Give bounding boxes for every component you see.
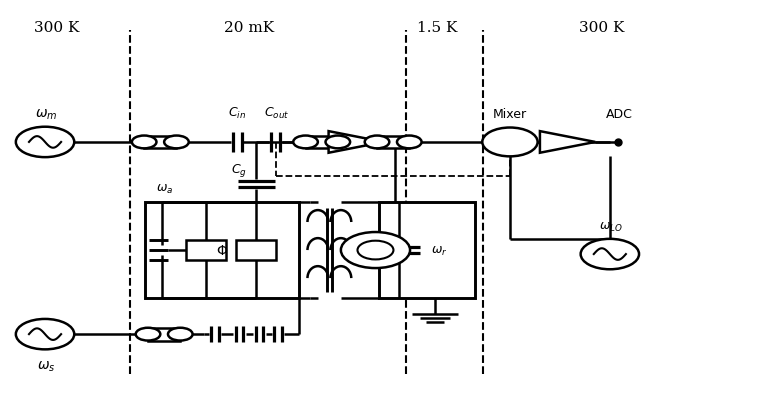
Circle shape (15, 319, 74, 350)
Text: 1.5 K: 1.5 K (416, 21, 457, 35)
Bar (187, 240, 227, 261)
Circle shape (135, 328, 160, 341)
Text: $\omega_r$: $\omega_r$ (430, 244, 447, 257)
Circle shape (341, 232, 410, 269)
Polygon shape (329, 132, 384, 153)
Bar (379, 202, 475, 298)
Text: $\omega_a$: $\omega_a$ (156, 182, 173, 195)
Bar (145, 202, 299, 298)
Bar (236, 240, 276, 261)
Text: Mixer: Mixer (493, 108, 527, 121)
Bar (306, 136, 337, 149)
Text: ADC: ADC (605, 108, 632, 121)
Circle shape (580, 239, 639, 270)
Circle shape (358, 241, 393, 260)
Bar (148, 328, 180, 341)
Circle shape (482, 128, 538, 157)
Circle shape (168, 328, 193, 341)
Text: $C_g$: $C_g$ (231, 162, 247, 179)
Circle shape (293, 136, 318, 149)
Circle shape (15, 128, 74, 158)
Circle shape (164, 136, 189, 149)
Circle shape (326, 136, 350, 149)
Text: $\omega_s$: $\omega_s$ (37, 358, 56, 373)
Bar (144, 136, 176, 149)
Text: $\omega_{LO}$: $\omega_{LO}$ (599, 221, 623, 234)
Text: $\Phi$: $\Phi$ (216, 243, 228, 258)
Circle shape (397, 136, 422, 149)
Text: 300 K: 300 K (580, 21, 625, 35)
Text: 300 K: 300 K (34, 21, 79, 35)
Text: $\omega_m$: $\omega_m$ (36, 107, 58, 122)
Circle shape (365, 136, 389, 149)
Circle shape (132, 136, 156, 149)
Bar (377, 136, 409, 149)
Text: 20 mK: 20 mK (224, 21, 274, 35)
Polygon shape (540, 132, 595, 153)
Text: $C_{in}$: $C_{in}$ (228, 106, 246, 121)
Text: $C_{out}$: $C_{out}$ (265, 106, 289, 121)
